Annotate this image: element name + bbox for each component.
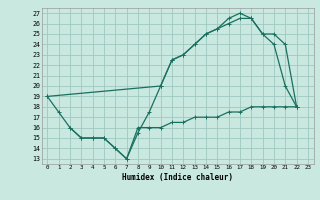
X-axis label: Humidex (Indice chaleur): Humidex (Indice chaleur) [122,173,233,182]
